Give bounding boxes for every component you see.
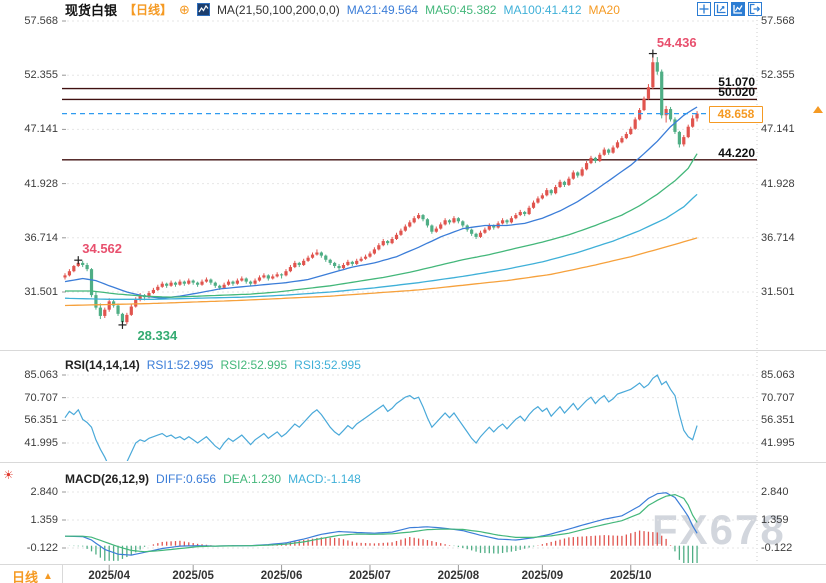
ma-line-ma200 (64, 237, 698, 307)
crosshair-icon[interactable] (697, 2, 711, 16)
diff-value: DIFF:0.656 (156, 471, 217, 486)
axis-grid (62, 12, 758, 570)
ma100-value: MA100:41.412 (503, 2, 582, 17)
rsi-line (64, 374, 698, 461)
macd-settings-icon[interactable]: ☀ (3, 468, 14, 482)
macd-value: MACD:-1.148 (288, 471, 361, 486)
ma200-value: MA20 (588, 2, 620, 17)
axis-scale-icon[interactable] (714, 2, 728, 16)
rsi-panel-header: RSI(14,14,14) RSI1:52.995 RSI2:52.995 RS… (65, 357, 361, 372)
candlesticks (63, 53, 699, 325)
chart-toolbar (697, 2, 762, 16)
panel-divider (0, 350, 826, 351)
rsi2-value: RSI2:52.995 (220, 357, 288, 372)
ma-line-ma21 (64, 106, 698, 299)
macd-title: MACD(26,12,9) (65, 471, 150, 486)
macd-dea-line (65, 493, 698, 553)
main-price-plot[interactable] (62, 53, 757, 325)
panel-layout-icon[interactable] (731, 2, 745, 16)
macd-panel-header: MACD(26,12,9) DIFF:0.656 DEA:1.230 MACD:… (65, 471, 361, 486)
timeframe-selector[interactable]: 日线 ▲ (12, 567, 53, 583)
macd-histogram (68, 530, 698, 563)
ma21-value: MA21:49.564 (346, 2, 419, 17)
add-indicator-icon[interactable]: ⊕ (179, 2, 190, 17)
last-price-badge: 48.658 (709, 105, 763, 123)
timeframe-label: 日线 (12, 570, 39, 583)
rsi-title: RSI(14,14,14) (65, 357, 140, 372)
ma-line-ma100 (64, 193, 698, 300)
time-axis-divider (0, 564, 826, 565)
panel-divider (0, 462, 826, 463)
export-icon[interactable] (748, 2, 762, 16)
ma50-value: MA50:45.382 (425, 2, 497, 17)
rsi-plot[interactable] (64, 374, 698, 473)
ma-indicator-icon[interactable] (196, 3, 210, 16)
scroll-to-latest-button[interactable] (813, 106, 823, 113)
time-axis-separator (62, 565, 63, 583)
watermark: FX678 (652, 506, 786, 553)
rsi1-value: RSI1:52.995 (146, 357, 214, 372)
ma-line-ma50 (65, 153, 698, 298)
timeframe-tag: 【日线】 (124, 3, 173, 17)
rsi3-value: RSI3:52.995 (294, 357, 361, 372)
main-chart-header: 现货白银 【日线】 ⊕ MA(21,50,100,200,0,0) MA21:4… (65, 2, 620, 19)
symbol-name: 现货白银 (65, 3, 118, 18)
ma-settings-label: MA(21,50,100,200,0,0) (216, 2, 340, 17)
macd-diff-line (64, 492, 698, 556)
chevron-up-icon: ▲ (43, 571, 53, 582)
macd-plot[interactable] (64, 492, 698, 569)
dea-value: DEA:1.230 (223, 471, 282, 486)
